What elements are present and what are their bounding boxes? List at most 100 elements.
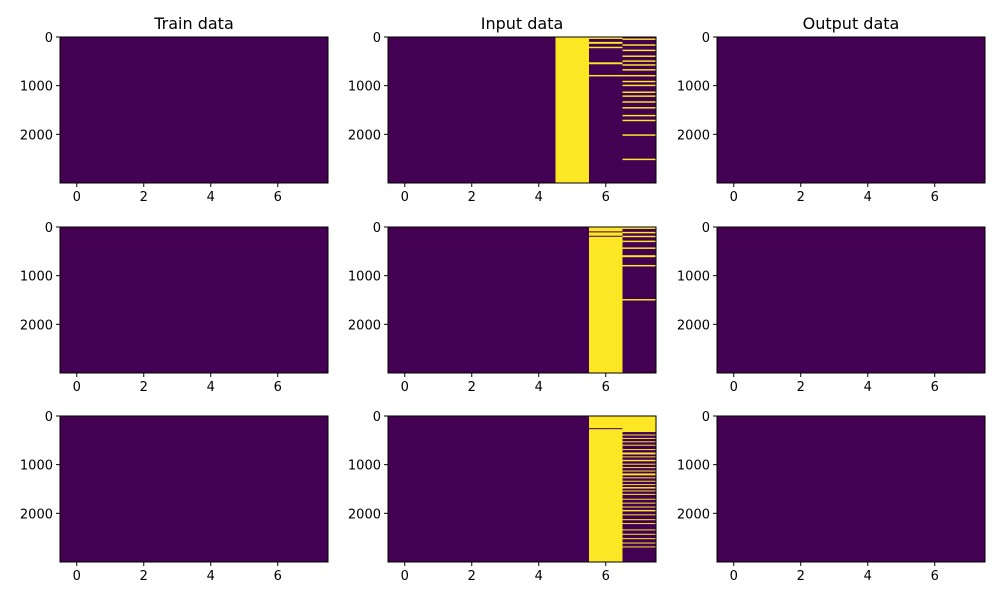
heatmap-stripe: [622, 480, 656, 482]
x-tick-label: 2: [797, 569, 805, 584]
heatmap-stripe: [622, 49, 656, 52]
heatmap-background: [60, 37, 328, 183]
heatmap-stripe: [622, 498, 656, 500]
heatmap-stripe: [589, 74, 623, 77]
x-tick-label: 6: [931, 569, 939, 584]
heatmap-stripe: [622, 463, 656, 465]
heatmap-stripe: [622, 255, 656, 258]
heatmap-stripe: [622, 484, 656, 486]
axes-frame: [716, 36, 986, 184]
x-tick-label: 6: [931, 380, 939, 395]
y-tick-label: 1000: [348, 80, 381, 95]
heatmap-column-high: [589, 416, 623, 562]
y-tick-label: 2000: [348, 128, 381, 143]
heatmap-stripe: [622, 74, 656, 77]
heatmap-stripe: [589, 37, 623, 39]
x-tick-label: 6: [602, 380, 610, 395]
y-tick-label: 0: [373, 221, 381, 236]
x-tick-label: 6: [602, 190, 610, 205]
y-tick-label: 1000: [20, 80, 53, 95]
heatmap-background: [60, 227, 328, 373]
y-tick-label: 1000: [677, 80, 710, 95]
heatmap-stripe: [622, 523, 656, 525]
x-tick-label: 2: [797, 190, 805, 205]
heatmap-panel: 0 2 4 6 0 1000 2000 Input data: [348, 14, 657, 205]
heatmap-stripe: [622, 299, 656, 301]
y-tick-label: 2000: [20, 318, 53, 333]
x-tick-label: 4: [535, 569, 543, 584]
axes-frame: [387, 415, 657, 563]
x-tick-label: 0: [401, 569, 409, 584]
heatmap-stripe: [622, 490, 656, 492]
heatmap-stripe: [622, 473, 656, 476]
heatmap-stripe: [622, 437, 656, 439]
x-tick-label: 0: [730, 569, 738, 584]
x-tick-label: 0: [730, 380, 738, 395]
heatmap-stripe: [622, 538, 656, 540]
heatmap-stripe: [622, 264, 656, 267]
heatmap-stripe: [622, 416, 656, 433]
heatmap-stripe: [622, 227, 656, 229]
y-tick-label: 1000: [348, 459, 381, 474]
heatmap-stripe: [622, 80, 656, 83]
heatmap-panel: 0 2 4 6 0 1000 2000 Output data: [677, 14, 986, 205]
axes-frame: [387, 226, 657, 374]
x-tick-label: 0: [73, 569, 81, 584]
heatmap-stripe: [622, 467, 656, 469]
y-tick-label: 2000: [348, 318, 381, 333]
heatmap-background: [717, 37, 985, 183]
heatmap-stripe: [622, 529, 656, 531]
y-tick-label: 0: [45, 31, 53, 46]
y-tick-label: 0: [45, 221, 53, 236]
heatmap-stripe: [622, 114, 656, 117]
axes-frame: [716, 415, 986, 563]
heatmap-background: [388, 37, 656, 183]
chart-title: Train data: [153, 14, 234, 33]
heatmap-panel: 0 2 4 6 0 1000 2000 Train data: [20, 14, 329, 205]
x-tick-label: 0: [401, 380, 409, 395]
heatmap-gap: [589, 428, 623, 430]
x-tick-label: 0: [73, 380, 81, 395]
heatmap-stripe: [589, 62, 623, 65]
heatmap-stripe: [622, 38, 656, 40]
y-tick-label: 1000: [677, 270, 710, 285]
x-tick-label: 0: [73, 190, 81, 205]
y-tick-label: 0: [373, 31, 381, 46]
x-tick-label: 4: [207, 380, 215, 395]
heatmap-stripe: [622, 64, 656, 66]
heatmap-panel: 0 2 4 6 0 1000 2000: [20, 410, 329, 584]
heatmap-column-high: [589, 227, 623, 373]
heatmap-panel: 0 2 4 6 0 1000 2000: [348, 221, 657, 395]
heatmap-stripe: [622, 44, 656, 46]
x-tick-label: 4: [864, 380, 872, 395]
heatmap-stripe: [622, 470, 656, 472]
axes-frame: [59, 36, 329, 184]
heatmap-stripe: [622, 84, 656, 87]
x-tick-label: 0: [401, 190, 409, 205]
heatmap-panel: 0 2 4 6 0 1000 2000: [20, 221, 329, 395]
x-tick-label: 4: [207, 569, 215, 584]
x-tick-label: 2: [468, 380, 476, 395]
heatmap-gap: [589, 235, 623, 237]
x-tick-label: 4: [535, 190, 543, 205]
heatmap-stripe: [622, 519, 656, 521]
heatmap-stripe: [622, 459, 656, 462]
x-tick-label: 2: [140, 380, 148, 395]
heatmap-stripe: [622, 546, 656, 548]
x-tick-label: 6: [274, 380, 282, 395]
heatmap-stripe: [622, 434, 656, 436]
x-tick-label: 2: [468, 190, 476, 205]
heatmap-stripe: [622, 477, 656, 479]
x-tick-label: 4: [207, 190, 215, 205]
y-tick-label: 0: [373, 410, 381, 425]
axes-frame: [387, 36, 657, 184]
heatmap-background: [717, 227, 985, 373]
x-tick-label: 6: [274, 190, 282, 205]
chart-title: Output data: [803, 14, 900, 33]
y-tick-label: 0: [45, 410, 53, 425]
heatmap-stripe: [622, 107, 656, 109]
x-tick-label: 4: [864, 190, 872, 205]
heatmap-panel: 0 2 4 6 0 1000 2000: [348, 410, 657, 584]
heatmap-stripe: [622, 514, 656, 516]
